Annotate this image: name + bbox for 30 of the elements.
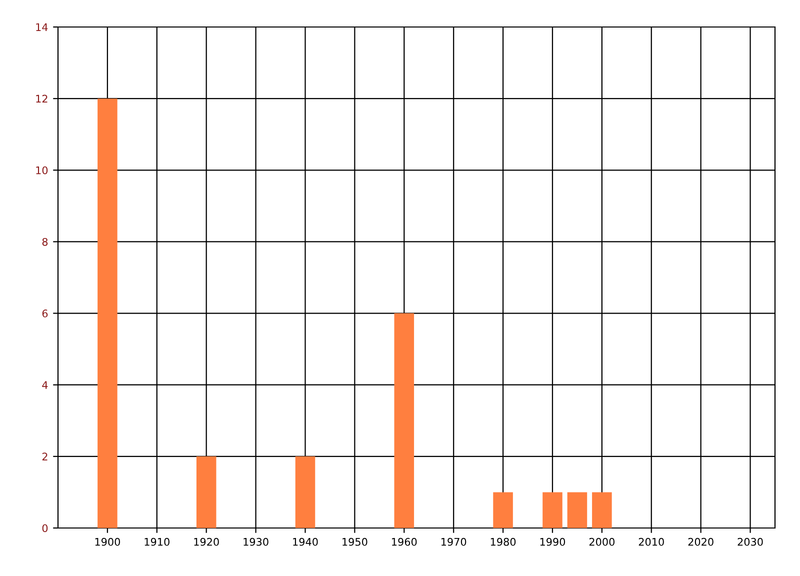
bar: [592, 492, 612, 528]
x-tick-label: 1990: [540, 538, 566, 546]
bar: [295, 456, 316, 528]
y-tick-label: 14: [36, 23, 48, 31]
y-tick-label: 10: [36, 166, 48, 174]
bar: [196, 456, 216, 528]
x-tick-label: 1980: [490, 538, 516, 546]
x-tick-label: 1920: [194, 538, 219, 546]
x-tick-label: 1970: [441, 538, 466, 546]
x-tick-label: 1960: [392, 538, 417, 546]
bar: [567, 492, 588, 528]
x-tick-label: 1900: [95, 538, 120, 546]
bar: [542, 492, 562, 528]
y-tick-label: 4: [42, 381, 48, 389]
y-tick-label: 6: [42, 310, 48, 318]
x-tick-label: 2020: [688, 538, 714, 546]
x-tick-label: 2000: [589, 538, 614, 546]
x-tick-label: 1910: [144, 538, 170, 546]
x-tick-label: 1930: [244, 538, 268, 546]
x-tick-label: 2010: [638, 538, 664, 546]
bar: [394, 313, 414, 528]
y-tick-label: 12: [36, 94, 48, 103]
y-tick-label: 0: [42, 524, 48, 532]
bar: [98, 98, 118, 528]
x-tick-label: 1940: [293, 538, 318, 546]
y-tick-label: 8: [42, 238, 48, 246]
x-tick-label: 2030: [738, 538, 763, 546]
y-tick-label: 2: [42, 452, 48, 460]
x-tick-label: 1950: [342, 538, 368, 546]
bar: [493, 492, 513, 528]
